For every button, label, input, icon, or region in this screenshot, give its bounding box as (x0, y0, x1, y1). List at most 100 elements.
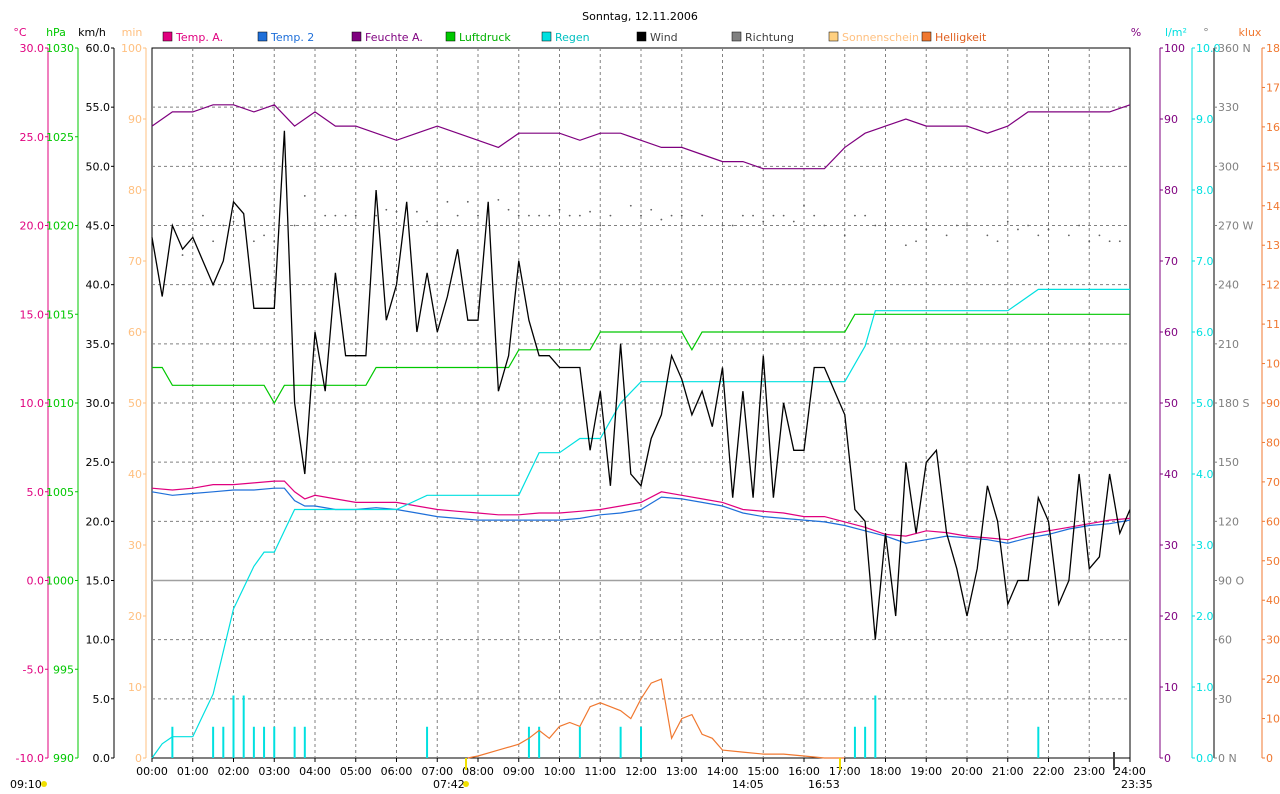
direction-point (813, 214, 816, 217)
x-tick-label: 11:00 (584, 765, 616, 778)
legend-swatch-helligkeit (921, 31, 932, 42)
legend-label-luftdruck: Luftdruck (459, 31, 511, 44)
x-tick-label: 23:00 (1073, 765, 1105, 778)
x-tick-label: 15:00 (747, 765, 779, 778)
legend-swatch-temp-a (162, 31, 173, 42)
axis-tick-label: 15.0 (86, 575, 111, 588)
chart-title: Sonntag, 12.11.2006 (582, 10, 698, 23)
direction-point (202, 214, 204, 217)
direction-point (446, 200, 449, 203)
direction-point (507, 208, 510, 211)
direction-point (1088, 240, 1091, 243)
direction-point (823, 224, 826, 227)
axis-tick-label: 4.0 (1196, 468, 1214, 481)
plot-area (151, 104, 1131, 759)
legend-swatch-temp-2 (257, 31, 268, 42)
direction-point (986, 234, 989, 237)
x-tick-label: 07:00 (421, 765, 453, 778)
direction-point (864, 214, 867, 217)
x-tick-label: 10:00 (544, 765, 576, 778)
direction-point (517, 214, 520, 217)
direction-point (731, 224, 734, 227)
direction-point (385, 208, 388, 211)
direction-point (854, 214, 856, 217)
axis-tick-label: 170 (1266, 81, 1280, 94)
legend-label-regen: Regen (555, 31, 590, 44)
direction-point (955, 224, 958, 227)
axis-tick-label: 100 (1164, 42, 1185, 55)
series-line-wind (151, 130, 1131, 640)
x-tick-label: 22:00 (1033, 765, 1065, 778)
axis-unit-x: ° (1203, 26, 1209, 39)
direction-point (1006, 220, 1009, 223)
direction-point (303, 195, 306, 197)
direction-point (558, 208, 561, 211)
direction-point (1078, 224, 1080, 227)
axis-tick-label: 5.0 (27, 486, 45, 499)
direction-point (222, 224, 225, 227)
axes: °C 30.0 25.0 20.0 15.0 10.0 5.0 0.0 -5.0 -10.0 hPa… (13, 26, 1280, 765)
legend-label-feuchte-a: Feuchte A. (365, 31, 423, 44)
axis-tick-label: 30.0 (86, 397, 111, 410)
direction-point (904, 244, 907, 247)
axis-tick-label: 40.0 (86, 279, 111, 292)
axis-tick-label: 0.0 (1196, 752, 1214, 765)
direction-point (915, 240, 917, 243)
legend-swatch-luftdruck (445, 31, 456, 42)
legend-label-sonnenschein: Sonnenschein (842, 31, 919, 44)
direction-point (252, 240, 255, 243)
axis-tick-label: 40 (1164, 468, 1178, 481)
series-line-temp-a (151, 480, 1131, 541)
axis-tick-label: 50 (128, 397, 142, 410)
axis-tick-label: 300 (1218, 160, 1239, 173)
direction-point (589, 210, 591, 213)
direction-point (578, 214, 581, 217)
axis-tick-label: 30 (1266, 634, 1280, 647)
legend-label-temp-a: Temp. A. (175, 31, 223, 44)
direction-point (629, 204, 632, 207)
x-tick-label: 19:00 (910, 765, 942, 778)
legend-swatch-regen (541, 31, 552, 42)
x-tick-label: 02:00 (218, 765, 250, 778)
legend-swatch-feuchte-a (351, 31, 362, 42)
direction-point (1108, 240, 1111, 243)
axis-tick-label: 2.0 (1196, 610, 1214, 623)
direction-point (212, 240, 215, 243)
axis-tick-label: 30.0 (20, 42, 45, 55)
axis-tick-label: 330 (1218, 101, 1239, 114)
axis-tick-label: 9.0 (1196, 113, 1214, 126)
axis-tick-label: 1005 (46, 486, 74, 499)
series-line-luftdruck (152, 313, 1130, 405)
direction-point (803, 204, 805, 207)
direction-point (660, 218, 663, 221)
direction-point (752, 214, 754, 217)
series-line-feuchte-a (151, 104, 1131, 170)
axis-tick-label: 40 (128, 468, 142, 481)
axis-tick-label: 60.0 (86, 42, 111, 55)
axis-tick-label: 90 (1164, 113, 1178, 126)
direction-point (640, 214, 642, 217)
axis-tick-label: 10 (128, 681, 142, 694)
direction-point (568, 214, 571, 217)
x-tick-label: 17:00 (829, 765, 861, 778)
x-tick-label: 13:00 (666, 765, 698, 778)
series-line-regen (151, 288, 1130, 759)
axis-tick-label: 1020 (46, 220, 74, 233)
axis-tick-label: 70 (128, 255, 142, 268)
direction-point (1047, 228, 1050, 231)
axis-tick-label: 995 (53, 663, 74, 676)
x-tick-label: 18:00 (870, 765, 902, 778)
axis-tick-label: 160 (1266, 121, 1280, 134)
direction-point (344, 214, 347, 217)
axis-tick-label: 60 (1218, 634, 1232, 647)
axis-tick-label: 180 S (1218, 397, 1249, 410)
axis-tick-label: 1.0 (1196, 681, 1214, 694)
axis-tick-label: 35.0 (86, 338, 111, 351)
axis-tick-label: 3.0 (1196, 539, 1214, 552)
direction-point (395, 210, 398, 213)
time-mark-left: 09:10 (10, 778, 42, 791)
axis-tick-label: 210 (1218, 338, 1239, 351)
axis-tick-label: 140 (1266, 200, 1280, 213)
